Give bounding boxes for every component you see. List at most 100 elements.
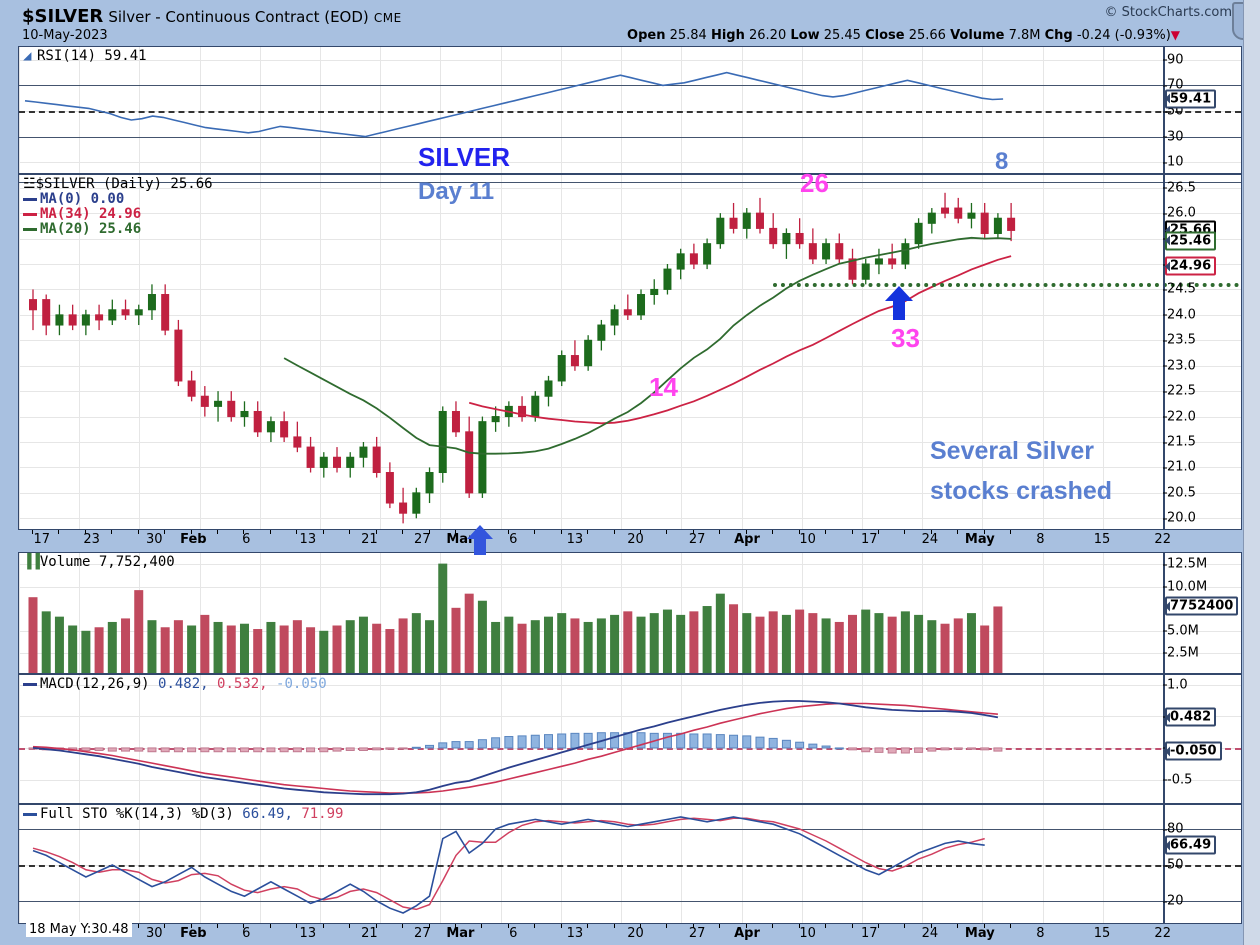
- price-vgridline: [260, 175, 261, 529]
- x-axis-tick: [269, 530, 271, 534]
- rsi-vgridline: [1043, 47, 1044, 173]
- stoch-d-value: 71.99: [301, 806, 344, 822]
- price-gridline: [19, 213, 1241, 214]
- ma-legend-item-2: MA(20) 25.46: [23, 222, 213, 237]
- macd-histogram-value: -0.050: [276, 676, 327, 692]
- rsi-vgridline: [501, 47, 502, 173]
- stochastic-panel: 80 50 20 66.49 Full STO %K(14,3) %D(3) 66.49…: [18, 804, 1242, 924]
- volume-legend-label: Volume 7,752,400: [39, 554, 175, 570]
- vol-tick: 12.5M: [1162, 556, 1208, 572]
- ma-legend-item-1: MA(34) 24.96: [23, 207, 213, 222]
- price-vgridline: [320, 175, 321, 529]
- price-tick: 24.5: [1163, 281, 1196, 297]
- stoch-legend-label: Full STO %K(14,3) %D(3): [40, 806, 243, 822]
- volume-panel-yaxis: 12.5M 10.0M 5.0M 2.5M 7752400: [1162, 553, 1241, 673]
- price-bubble-2: 24.96: [1164, 256, 1217, 276]
- macd-vgridline: [621, 675, 622, 803]
- x-axis-bottom-tick: [507, 924, 509, 928]
- price-gridline: [19, 417, 1241, 418]
- rsi-tick: 30: [1163, 129, 1184, 145]
- x-axis-tick: [640, 530, 642, 534]
- x-axis-tick: [454, 530, 456, 534]
- x-axis-bottom-tick: [217, 924, 219, 928]
- stochastic-panel-plot: [19, 805, 1241, 923]
- macd-vgridline: [862, 675, 863, 803]
- x-axis-bottom-label: 30: [145, 926, 163, 941]
- stoch-vgridline: [1103, 805, 1104, 923]
- x-axis-label: 17: [860, 532, 878, 547]
- macd-gridline: [19, 685, 1241, 686]
- stoch-vgridline: [200, 805, 201, 923]
- stoch-vgridline: [561, 805, 562, 923]
- x-axis-tick: [349, 530, 351, 534]
- price-gridline: [19, 315, 1241, 316]
- candlestick-series: [29, 192, 1016, 524]
- rsi-panel-yaxis: 90 70 50 30 10 59.41: [1163, 47, 1241, 173]
- rsi-gridline: [19, 162, 1241, 163]
- volume-value: 7.8M: [1008, 28, 1041, 43]
- x-axis-tick: [930, 530, 932, 534]
- stoch-midline: [19, 865, 1241, 867]
- x-axis-bottom-tick: [745, 924, 747, 928]
- volume-value-bubble: 7752400: [1165, 596, 1239, 616]
- x-axis-bottom-tick: [164, 924, 166, 928]
- x-axis-tick: [983, 530, 985, 534]
- stoch-vgridline: [862, 805, 863, 923]
- x-axis-label: 15: [1093, 532, 1111, 547]
- price-gridline: [19, 442, 1241, 443]
- x-axis-tick: [904, 530, 906, 534]
- x-axis-bottom-label: 17: [860, 926, 878, 941]
- x-axis-bottom-label: Feb: [180, 926, 207, 941]
- x-axis-label: Apr: [734, 532, 760, 547]
- price-tick: 20.0: [1163, 510, 1196, 526]
- chevron-down-icon[interactable]: ▼: [1170, 28, 1180, 42]
- x-axis-label: 27: [413, 532, 431, 547]
- price-legend-title: $SILVER (Daily) 25.66: [35, 176, 213, 192]
- price-vgridline: [802, 175, 803, 529]
- price-gridline: [19, 188, 1241, 189]
- ma-legend-swatch-1: [23, 212, 37, 216]
- x-axis-label: 8: [1036, 532, 1045, 547]
- x-axis-bottom-tick: [296, 924, 298, 928]
- x-axis-bottom-label: May: [964, 926, 995, 941]
- price-tick: 26.5: [1163, 180, 1196, 196]
- macd-vgridline: [440, 675, 441, 803]
- rsi-vgridline: [681, 47, 682, 173]
- x-axis-bottom-label: 6: [242, 926, 251, 941]
- stoch-k-line: [32, 816, 985, 914]
- rsi-tick: 70: [1163, 77, 1184, 93]
- vol-vgridline: [681, 553, 682, 673]
- stoch-tick: 50: [1163, 857, 1184, 873]
- x-axis-label: 20: [627, 532, 644, 547]
- macd-vgridline: [19, 675, 20, 803]
- macd-panel-yaxis: 1.00.50.0-0.50.482-0.050: [1162, 675, 1241, 803]
- x-axis-tick: [402, 530, 404, 534]
- x-axis-bottom-label: 24: [921, 926, 939, 941]
- price-gridline: [19, 289, 1241, 290]
- vol-vgridline: [501, 553, 502, 673]
- rsi-vgridline: [862, 47, 863, 173]
- x-axis-bottom-tick: [269, 924, 271, 928]
- vertical-scrollbar[interactable]: [1243, 0, 1260, 945]
- vol-tick: 2.5M: [1163, 645, 1199, 661]
- rsi-vgridline: [922, 47, 923, 173]
- chart-header: $SILVER Silver - Continuous Contract (EO…: [18, 4, 1242, 44]
- candlestick-icon: ☳: [23, 176, 36, 192]
- macd-vgridline: [139, 675, 140, 803]
- stochastic-panel-yaxis-line: [1163, 805, 1165, 923]
- annotation-note-33: 33: [891, 323, 920, 353]
- macd-vgridline: [802, 675, 803, 803]
- price-vgridline: [922, 175, 923, 529]
- price-vgridline: [862, 175, 863, 529]
- rsi-vgridline: [19, 47, 20, 173]
- x-axis-label: 24: [921, 532, 939, 547]
- ma-legend-item-0: MA(0) 0.00: [23, 192, 213, 207]
- volume-panel: 12.5M 10.0M 5.0M 2.5M 7752400 ▐▐ Volume 7,752…: [18, 552, 1242, 674]
- macd-legend-label: MACD(12,26,9): [40, 676, 159, 692]
- x-axis-label: May: [964, 532, 995, 547]
- macd-legend: MACD(12,26,9) 0.482, 0.532, -0.050: [23, 677, 327, 692]
- macd-vgridline: [922, 675, 923, 803]
- x-axis-tick: [243, 530, 245, 534]
- stoch-threshold-line: [19, 901, 1241, 902]
- x-axis-tick: [613, 530, 615, 534]
